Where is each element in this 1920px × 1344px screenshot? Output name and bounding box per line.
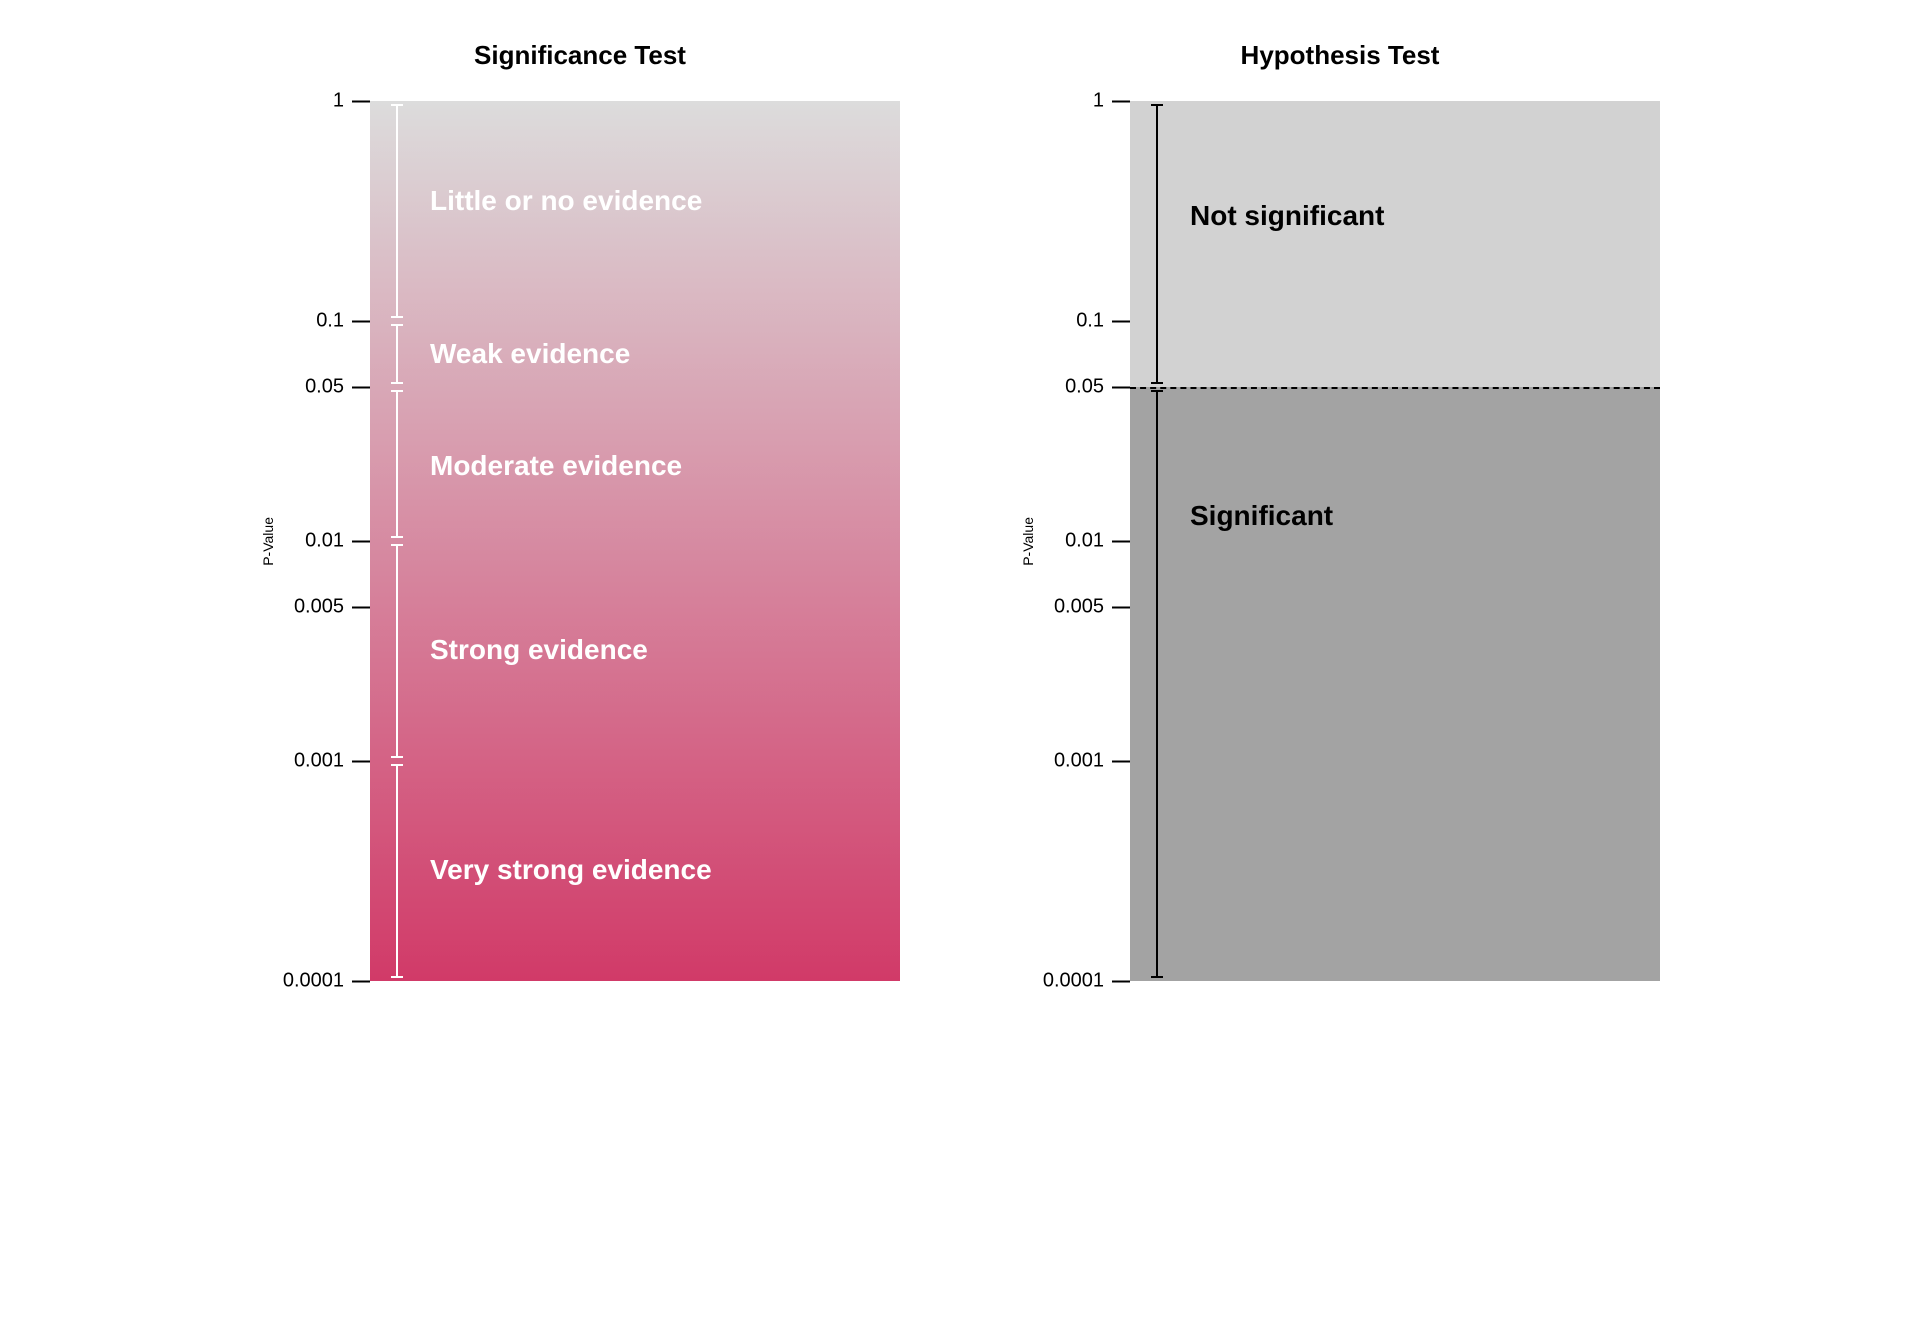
- plot-wrap: P-Value10.10.050.010.0050.0010.0001Littl…: [260, 101, 900, 981]
- bracket-cap: [391, 544, 403, 546]
- fill-band: [1130, 101, 1660, 387]
- bracket-cap: [1151, 382, 1163, 384]
- tick-mark: [352, 386, 370, 388]
- bracket-cap: [391, 764, 403, 766]
- bracket-cap: [1151, 104, 1163, 106]
- tick-label: 1: [1093, 90, 1104, 113]
- plot-area: Not significant Significant: [1130, 101, 1660, 981]
- bracket-line: [1156, 105, 1158, 383]
- tick-label: 0.05: [305, 376, 344, 399]
- tick-label: 0.005: [294, 596, 344, 619]
- tick-mark: [1112, 760, 1130, 762]
- axis-tick: 1: [333, 90, 370, 113]
- bracket-cap: [1151, 390, 1163, 392]
- tick-label: 0.1: [316, 310, 344, 333]
- bracket-cap: [391, 382, 403, 384]
- axis-tick: 0.05: [1065, 376, 1130, 399]
- tick-label: 0.01: [1065, 530, 1104, 553]
- axis-tick: 0.0001: [283, 970, 370, 993]
- region-label: Significant: [1190, 500, 1333, 532]
- tick-mark: [1112, 540, 1130, 542]
- tick-label: 0.01: [305, 530, 344, 553]
- tick-label: 1: [333, 90, 344, 113]
- tick-label: 0.001: [1054, 750, 1104, 773]
- region-label: Not significant: [1190, 200, 1384, 232]
- region-label: Weak evidence: [430, 338, 630, 370]
- tick-mark: [1112, 980, 1130, 982]
- tick-mark: [1112, 320, 1130, 322]
- tick-mark: [1112, 100, 1130, 102]
- axis-tick: 0.005: [294, 596, 370, 619]
- plot-wrap: P-Value10.10.050.010.0050.0010.0001Not s…: [1020, 101, 1660, 981]
- axis-tick: 0.1: [1076, 310, 1130, 333]
- axis-tick: 0.001: [1054, 750, 1130, 773]
- bracket-cap: [391, 324, 403, 326]
- bracket-line: [396, 545, 398, 757]
- bracket-cap: [391, 390, 403, 392]
- tick-label: 0.001: [294, 750, 344, 773]
- bracket-line: [396, 325, 398, 383]
- bracket-line: [396, 105, 398, 317]
- region-label: Little or no evidence: [430, 185, 702, 217]
- region-label: Moderate evidence: [430, 450, 682, 482]
- axis-tick: 0.005: [1054, 596, 1130, 619]
- y-axis-label: P-Value: [260, 517, 276, 566]
- tick-mark: [352, 606, 370, 608]
- axis-tick: 0.01: [305, 530, 370, 553]
- figure: Significance Test P-Value 1 0.1 0.05 0.01 0.00…: [260, 40, 1660, 981]
- tick-mark: [352, 100, 370, 102]
- axis-tick: 1: [1093, 90, 1130, 113]
- panel-title: Hypothesis Test: [1241, 40, 1440, 71]
- region-label: Strong evidence: [430, 634, 648, 666]
- tick-label: 0.0001: [283, 970, 344, 993]
- tick-mark: [352, 540, 370, 542]
- tick-label: 0.1: [1076, 310, 1104, 333]
- threshold-line: [1130, 387, 1660, 389]
- tick-label: 0.05: [1065, 376, 1104, 399]
- axis-tick: 0.05: [305, 376, 370, 399]
- bracket-cap: [391, 756, 403, 758]
- panel-title: Significance Test: [474, 40, 686, 71]
- tick-mark: [352, 320, 370, 322]
- region-label: Very strong evidence: [430, 854, 712, 886]
- tick-mark: [352, 980, 370, 982]
- axis-tick: 0.01: [1065, 530, 1130, 553]
- tick-mark: [352, 760, 370, 762]
- axis-tick: 0.0001: [1043, 970, 1130, 993]
- tick-mark: [1112, 386, 1130, 388]
- tick-label: 0.005: [1054, 596, 1104, 619]
- y-axis: 10.10.050.010.0050.0010.0001: [1040, 101, 1130, 981]
- bracket-line: [396, 765, 398, 977]
- bracket-cap: [391, 976, 403, 978]
- bracket-cap: [391, 316, 403, 318]
- y-axis: 10.10.050.010.0050.0010.0001: [280, 101, 370, 981]
- fill-band: [1130, 387, 1660, 981]
- y-axis-label: P-Value: [1020, 517, 1036, 566]
- axis-tick: 0.001: [294, 750, 370, 773]
- bracket-cap: [391, 104, 403, 106]
- bracket-line: [1156, 391, 1158, 977]
- bracket-cap: [391, 536, 403, 538]
- plot-area: Little or no evidence Weak evidence Modera…: [370, 101, 900, 981]
- panel-significance: Significance Test P-Value 1 0.1 0.05 0.01 0.00…: [260, 40, 900, 981]
- gradient-fill: [370, 101, 900, 981]
- tick-mark: [1112, 606, 1130, 608]
- tick-label: 0.0001: [1043, 970, 1104, 993]
- axis-tick: 0.1: [316, 310, 370, 333]
- bracket-cap: [1151, 976, 1163, 978]
- bracket-line: [396, 391, 398, 537]
- panel-hypothesis: Hypothesis Test P-Value 1 0.1 0.05 0.01 0.005 0…: [1020, 40, 1660, 981]
